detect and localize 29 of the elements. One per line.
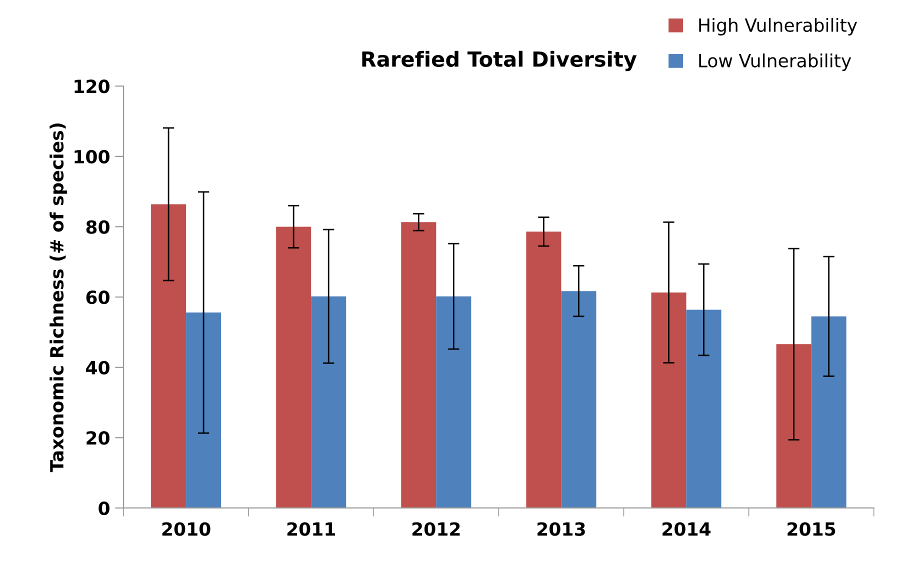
x-tick-label: 2013 (538, 522, 585, 536)
bar (401, 222, 436, 508)
y-tick-label: 100 (74, 150, 110, 164)
y-tick-label: 80 (86, 220, 110, 234)
bar (186, 312, 222, 508)
y-axis-title: Taxonomic Richness (# of species) (50, 123, 68, 472)
x-tick-label: 2015 (788, 522, 836, 536)
x-tick-label: 2012 (412, 522, 460, 536)
bar (686, 310, 722, 508)
bar (776, 344, 812, 508)
bar (526, 232, 562, 508)
x-tick-label: 2010 (162, 522, 210, 536)
bar (561, 291, 596, 508)
x-tick-label: 2014 (662, 522, 711, 536)
bar (811, 316, 846, 508)
x-tick-label: 2011 (287, 522, 335, 536)
legend-label: High Vulnerability (699, 18, 858, 36)
y-tick-label: 20 (86, 431, 110, 445)
legend-label: Low Vulnerability (699, 54, 852, 71)
chart-title: Rarefied Total Diversity (362, 50, 637, 72)
bar (436, 296, 472, 508)
bar (276, 226, 312, 508)
bar (651, 292, 686, 508)
y-tick-label: 120 (74, 80, 110, 94)
bar (311, 296, 346, 508)
bar (151, 204, 186, 508)
y-tick-label: 40 (86, 360, 110, 374)
y-tick-label: 60 (86, 290, 110, 304)
y-tick-label: 0 (98, 501, 110, 516)
